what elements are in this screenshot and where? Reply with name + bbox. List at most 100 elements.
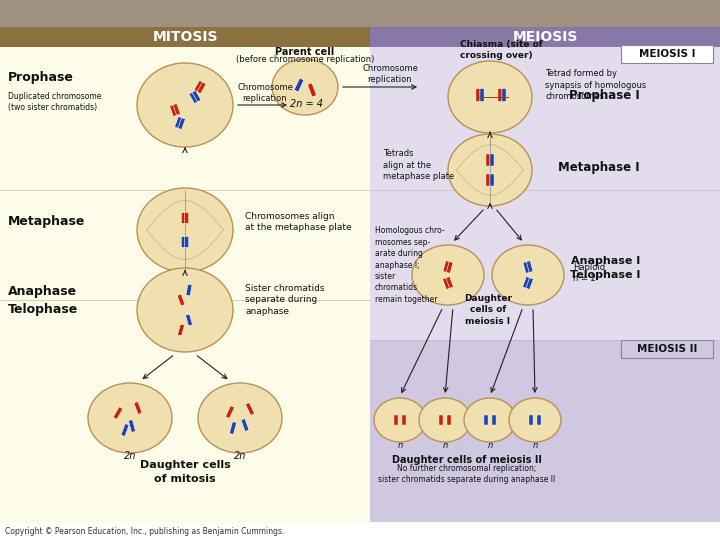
FancyBboxPatch shape <box>492 415 496 425</box>
Text: No further chromosomal replication;
sister chromatids separate during anaphase I: No further chromosomal replication; sist… <box>379 464 556 484</box>
Text: Chromosome
replication: Chromosome replication <box>237 83 293 103</box>
Ellipse shape <box>412 245 484 305</box>
FancyBboxPatch shape <box>225 406 234 419</box>
Ellipse shape <box>198 383 282 453</box>
FancyBboxPatch shape <box>128 420 135 433</box>
Ellipse shape <box>464 398 516 442</box>
FancyBboxPatch shape <box>486 154 490 166</box>
FancyBboxPatch shape <box>189 92 198 104</box>
FancyBboxPatch shape <box>185 212 189 224</box>
Text: n: n <box>487 441 492 449</box>
FancyBboxPatch shape <box>181 237 185 248</box>
Text: Duplicated chromosome
(two sister chromatids): Duplicated chromosome (two sister chroma… <box>8 92 102 112</box>
Ellipse shape <box>137 63 233 147</box>
FancyBboxPatch shape <box>526 278 534 289</box>
FancyBboxPatch shape <box>186 314 192 326</box>
FancyBboxPatch shape <box>170 105 177 117</box>
FancyBboxPatch shape <box>621 45 713 63</box>
Bar <box>370 27 720 47</box>
Text: Prophase: Prophase <box>8 71 74 84</box>
Ellipse shape <box>374 398 426 442</box>
Text: Haploid
n = 2: Haploid n = 2 <box>573 262 605 284</box>
FancyBboxPatch shape <box>439 415 443 425</box>
FancyBboxPatch shape <box>529 415 533 425</box>
Text: Anaphase
Telophase: Anaphase Telophase <box>8 285 78 315</box>
FancyBboxPatch shape <box>113 407 122 419</box>
Ellipse shape <box>137 188 233 272</box>
FancyBboxPatch shape <box>523 276 530 288</box>
FancyBboxPatch shape <box>241 418 249 431</box>
Text: Tetrad formed by
synapsis of homologous
chromosomes: Tetrad formed by synapsis of homologous … <box>545 69 647 102</box>
Text: Parent cell: Parent cell <box>275 47 335 57</box>
Text: Chromosome
replication: Chromosome replication <box>362 64 418 84</box>
Ellipse shape <box>137 268 233 352</box>
FancyBboxPatch shape <box>502 89 506 102</box>
FancyBboxPatch shape <box>490 174 494 186</box>
Text: 2n: 2n <box>234 451 246 461</box>
FancyBboxPatch shape <box>486 174 490 186</box>
Text: Metaphase: Metaphase <box>8 215 86 228</box>
FancyBboxPatch shape <box>446 262 453 273</box>
Text: (before chromosome replication): (before chromosome replication) <box>236 55 374 64</box>
Text: n: n <box>397 441 402 449</box>
FancyBboxPatch shape <box>178 118 185 130</box>
FancyBboxPatch shape <box>173 104 180 115</box>
FancyBboxPatch shape <box>134 402 142 414</box>
Text: n: n <box>532 441 538 449</box>
Text: MEIOSIS: MEIOSIS <box>513 30 577 44</box>
FancyBboxPatch shape <box>476 89 480 102</box>
FancyBboxPatch shape <box>307 83 316 97</box>
Ellipse shape <box>509 398 561 442</box>
Text: MEIOSIS II: MEIOSIS II <box>636 344 697 354</box>
Ellipse shape <box>492 245 564 305</box>
Text: Prophase I: Prophase I <box>570 89 640 102</box>
Text: Daughter cells
of mitosis: Daughter cells of mitosis <box>140 461 230 484</box>
Bar <box>0 522 720 540</box>
Ellipse shape <box>448 61 532 133</box>
Text: MEIOSIS I: MEIOSIS I <box>639 49 696 59</box>
Text: Daughter
cells of
meiosis I: Daughter cells of meiosis I <box>464 294 512 326</box>
Ellipse shape <box>88 383 172 453</box>
Ellipse shape <box>448 134 532 206</box>
FancyBboxPatch shape <box>447 415 451 425</box>
Ellipse shape <box>419 398 471 442</box>
FancyBboxPatch shape <box>446 276 454 288</box>
FancyBboxPatch shape <box>621 340 713 358</box>
FancyBboxPatch shape <box>523 262 530 273</box>
Bar <box>0 27 370 47</box>
FancyBboxPatch shape <box>537 415 541 425</box>
Text: 2n: 2n <box>124 451 136 461</box>
FancyBboxPatch shape <box>175 117 182 128</box>
Text: Daughter cells of meiosis II: Daughter cells of meiosis II <box>392 455 542 465</box>
Text: Homologous chro-
mosomes sep-
arate during
anaphase I;
sister
chromatids
remain : Homologous chro- mosomes sep- arate duri… <box>375 226 445 304</box>
Bar <box>370 340 720 522</box>
Text: Metaphase I: Metaphase I <box>559 161 640 174</box>
FancyBboxPatch shape <box>192 91 201 102</box>
Text: MITOSIS: MITOSIS <box>152 30 217 44</box>
FancyBboxPatch shape <box>186 284 192 296</box>
FancyBboxPatch shape <box>178 324 184 336</box>
Text: Chiasma (site of
crossing over): Chiasma (site of crossing over) <box>460 40 543 60</box>
FancyBboxPatch shape <box>443 261 449 272</box>
FancyBboxPatch shape <box>402 415 406 425</box>
FancyBboxPatch shape <box>484 415 488 425</box>
FancyBboxPatch shape <box>230 422 236 434</box>
Text: Tetrads
align at the
metaphase plate: Tetrads align at the metaphase plate <box>383 148 454 181</box>
Bar <box>370 47 720 522</box>
FancyBboxPatch shape <box>121 424 129 436</box>
FancyBboxPatch shape <box>294 78 304 92</box>
Ellipse shape <box>272 59 338 115</box>
Text: Sister chromatids
separate during
anaphase: Sister chromatids separate during anapha… <box>245 284 325 316</box>
FancyBboxPatch shape <box>197 82 206 93</box>
FancyBboxPatch shape <box>185 237 189 248</box>
FancyBboxPatch shape <box>480 89 484 102</box>
FancyBboxPatch shape <box>394 415 398 425</box>
FancyBboxPatch shape <box>498 89 502 102</box>
FancyBboxPatch shape <box>177 294 185 306</box>
Text: Chromosomes align
at the metaphase plate: Chromosomes align at the metaphase plate <box>245 212 351 232</box>
FancyBboxPatch shape <box>526 261 533 272</box>
Text: 2n = 4: 2n = 4 <box>290 99 323 109</box>
FancyBboxPatch shape <box>490 154 494 166</box>
FancyBboxPatch shape <box>181 212 185 224</box>
Text: Anaphase I
Telophase I: Anaphase I Telophase I <box>570 256 640 280</box>
